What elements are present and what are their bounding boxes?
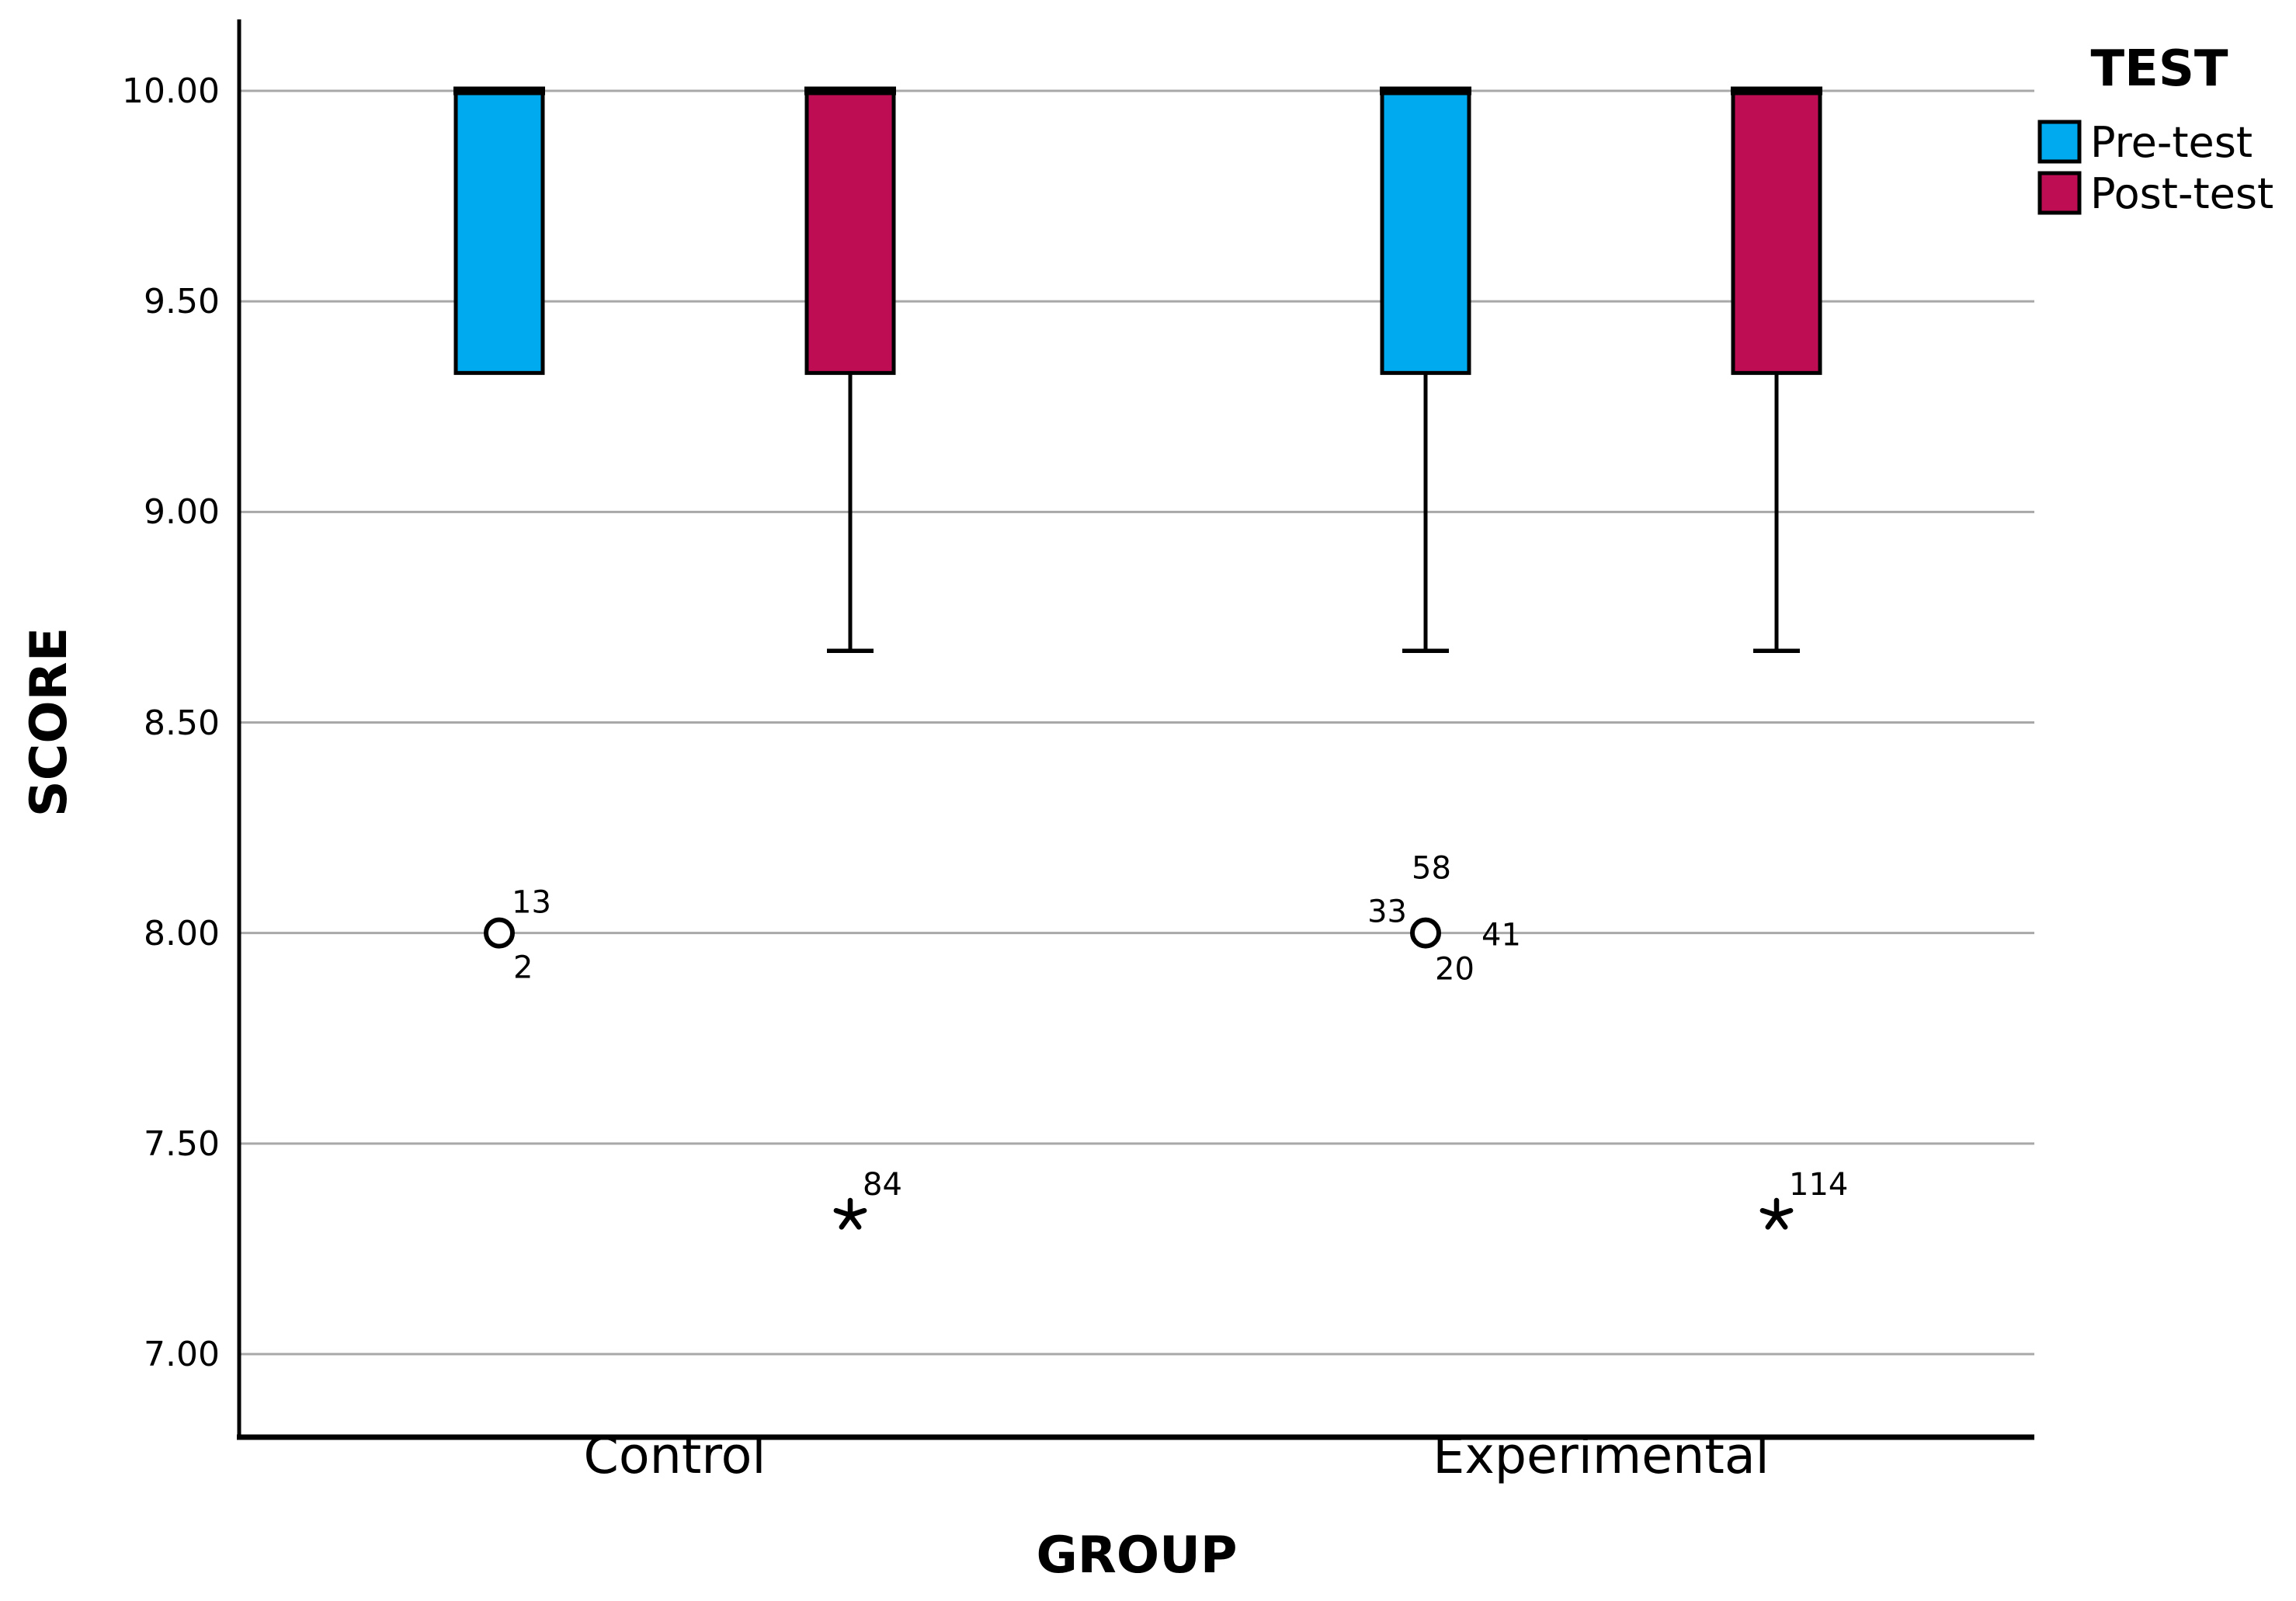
outlier-case-label: 33 bbox=[1367, 894, 1407, 930]
legend-label-pretest: Pre-test bbox=[2090, 118, 2253, 167]
outlier-circle-marker bbox=[1410, 917, 1441, 949]
y-axis-tick-labels: 10.00 9.50 9.00 8.50 8.00 7.50 7.00 bbox=[122, 71, 220, 1374]
box-post-test-control bbox=[804, 89, 896, 375]
outlier-case-label: 41 bbox=[1481, 918, 1521, 953]
outlier-case-label: 13 bbox=[512, 885, 551, 921]
category-label-experimental: Experimental bbox=[1433, 1427, 1769, 1485]
box-post-test-experimental bbox=[1731, 89, 1822, 375]
box-pre-test-control bbox=[453, 89, 545, 375]
x-axis-title: GROUP bbox=[1036, 1526, 1237, 1585]
legend-swatch-pretest bbox=[2037, 120, 2082, 164]
category-label-control: Control bbox=[584, 1427, 766, 1485]
y-tick-label-8.50: 8.50 bbox=[144, 703, 220, 743]
x-axis-category-labels: Control Experimental bbox=[584, 1427, 1770, 1485]
legend-title: TEST bbox=[2090, 40, 2228, 98]
legend-label-posttest: Post-test bbox=[2090, 169, 2273, 218]
axes bbox=[237, 19, 2034, 1440]
y-tick-label-9.50: 9.50 bbox=[144, 282, 220, 321]
y-tick-label-10.00: 10.00 bbox=[122, 71, 220, 111]
y-tick-label-7.50: 7.50 bbox=[144, 1124, 220, 1164]
legend-swatch-posttest bbox=[2037, 171, 2082, 215]
outlier-circle-marker bbox=[484, 917, 515, 949]
box-pre-test-experimental bbox=[1380, 89, 1471, 375]
extreme-asterisk-marker bbox=[1759, 1197, 1794, 1230]
y-tick-label-9.00: 9.00 bbox=[144, 492, 220, 532]
outlier-case-label: 20 bbox=[1435, 952, 1475, 988]
y-tick-label-8.00: 8.00 bbox=[144, 914, 220, 953]
outlier-case-label: 114 bbox=[1789, 1167, 1848, 1203]
legend: TEST Pre-test Post-test bbox=[2037, 40, 2273, 218]
outlier-case-label: 2 bbox=[513, 950, 533, 986]
outlier-case-label: 84 bbox=[863, 1167, 902, 1203]
extreme-asterisk-marker bbox=[833, 1197, 867, 1230]
y-tick-label-7.00: 7.00 bbox=[144, 1335, 220, 1374]
y-axis-title: SCORE bbox=[20, 627, 78, 817]
outlier-case-label: 58 bbox=[1412, 851, 1451, 887]
